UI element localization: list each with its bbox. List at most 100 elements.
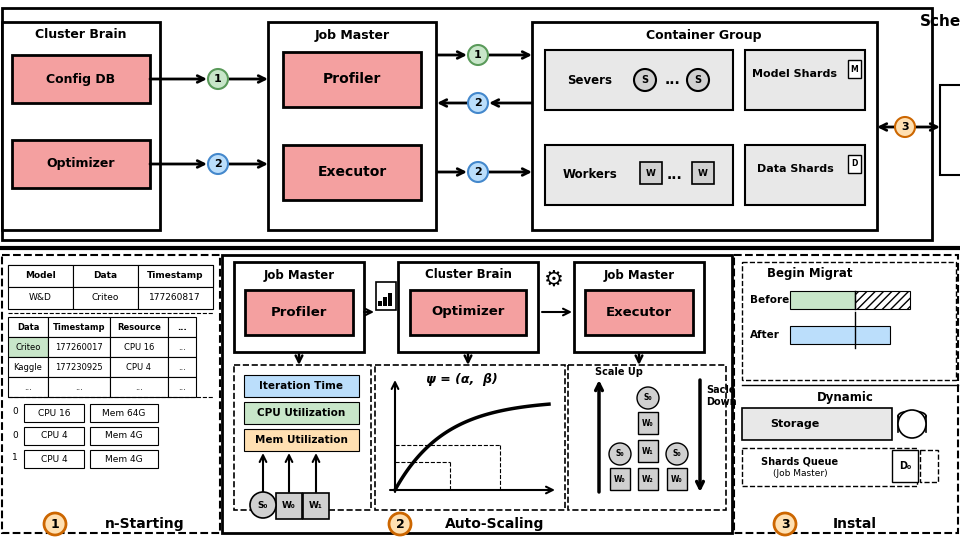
Circle shape: [468, 93, 488, 113]
Text: Executor: Executor: [606, 306, 672, 319]
Bar: [790, 291, 855, 309]
Circle shape: [774, 513, 796, 535]
Text: Data: Data: [93, 272, 117, 280]
Bar: [574, 262, 704, 352]
Bar: [24, 427, 84, 445]
Text: ...: ...: [664, 73, 680, 87]
Text: ...: ...: [75, 382, 83, 392]
Text: W₀: W₀: [282, 502, 296, 510]
Text: Config DB: Config DB: [46, 72, 115, 85]
Text: Cluster Brain: Cluster Brain: [36, 29, 127, 42]
Circle shape: [634, 69, 656, 91]
Bar: [268, 22, 436, 230]
Text: Mem 4G: Mem 4G: [106, 455, 143, 463]
Bar: [8, 265, 73, 287]
Bar: [383, 297, 387, 306]
Bar: [745, 145, 865, 205]
Bar: [638, 412, 658, 434]
Text: Optimizer: Optimizer: [47, 158, 115, 171]
Circle shape: [687, 69, 709, 91]
Text: W₁: W₁: [642, 447, 654, 456]
Text: Before: Before: [750, 295, 789, 305]
Text: Criteo: Criteo: [91, 294, 119, 302]
Text: W₂: W₂: [642, 475, 654, 483]
Text: S₀: S₀: [258, 501, 268, 510]
Bar: [24, 404, 84, 422]
Text: W₀: W₀: [642, 418, 654, 428]
Text: 177230925: 177230925: [55, 362, 103, 372]
Bar: [138, 287, 213, 309]
Bar: [8, 337, 48, 357]
Text: Model Shards: Model Shards: [753, 69, 837, 79]
Text: 0: 0: [12, 408, 18, 416]
Bar: [742, 448, 917, 486]
Bar: [234, 262, 364, 352]
Text: Down: Down: [706, 397, 736, 407]
Text: 3: 3: [901, 122, 909, 132]
Bar: [545, 145, 733, 205]
Text: Model: Model: [25, 272, 56, 280]
Text: W₀: W₀: [671, 475, 683, 483]
Text: Mem Utilization: Mem Utilization: [254, 435, 348, 445]
Bar: [283, 145, 421, 200]
Circle shape: [250, 492, 276, 518]
Bar: [585, 290, 693, 335]
Circle shape: [666, 443, 688, 465]
Bar: [90, 404, 158, 422]
Bar: [244, 402, 359, 424]
Bar: [610, 468, 630, 490]
Text: Profiler: Profiler: [271, 306, 327, 319]
Text: 1: 1: [474, 50, 482, 60]
Text: Data Shards: Data Shards: [756, 164, 833, 174]
Bar: [222, 255, 732, 533]
Bar: [410, 290, 526, 335]
Text: ...: ...: [666, 168, 682, 182]
Text: Shards Queue: Shards Queue: [761, 457, 839, 467]
Text: Scale Up: Scale Up: [595, 367, 643, 377]
Text: 2: 2: [396, 517, 404, 530]
Text: 3: 3: [780, 517, 789, 530]
Bar: [48, 357, 110, 377]
Bar: [8, 287, 73, 309]
Text: 177260817: 177260817: [149, 294, 201, 302]
Bar: [73, 287, 138, 309]
Text: Sche: Sche: [920, 15, 960, 30]
Bar: [283, 52, 421, 107]
Text: Timestamp: Timestamp: [53, 322, 106, 332]
Bar: [734, 255, 958, 533]
Circle shape: [208, 69, 228, 89]
Text: CPU 16: CPU 16: [124, 342, 155, 352]
Circle shape: [637, 387, 659, 409]
Bar: [376, 282, 396, 310]
Text: S₀: S₀: [644, 394, 652, 402]
Text: Mem 4G: Mem 4G: [106, 431, 143, 441]
Text: Criteo: Criteo: [15, 342, 40, 352]
Bar: [12, 55, 150, 103]
Bar: [848, 155, 861, 173]
Bar: [48, 377, 110, 397]
Circle shape: [898, 410, 926, 438]
Bar: [398, 262, 538, 352]
Bar: [138, 265, 213, 287]
Text: Storage: Storage: [770, 419, 820, 429]
Text: ψ = (α,  β): ψ = (α, β): [426, 374, 498, 387]
Bar: [638, 468, 658, 490]
Bar: [940, 85, 960, 175]
Text: Container Group: Container Group: [646, 29, 761, 42]
Circle shape: [208, 154, 228, 174]
Bar: [2, 22, 160, 230]
Bar: [855, 291, 910, 309]
Text: ...: ...: [135, 382, 143, 392]
Text: ...: ...: [178, 322, 187, 332]
Bar: [168, 317, 196, 337]
Text: Cluster Brain: Cluster Brain: [424, 268, 512, 281]
Bar: [48, 317, 110, 337]
Bar: [692, 162, 714, 184]
Bar: [742, 262, 956, 380]
Text: W: W: [646, 168, 656, 178]
Text: Instal: Instal: [833, 517, 877, 531]
Text: Job Master: Job Master: [315, 29, 390, 42]
Text: Workers: Workers: [563, 168, 617, 181]
Bar: [2, 255, 220, 533]
Bar: [234, 365, 371, 510]
